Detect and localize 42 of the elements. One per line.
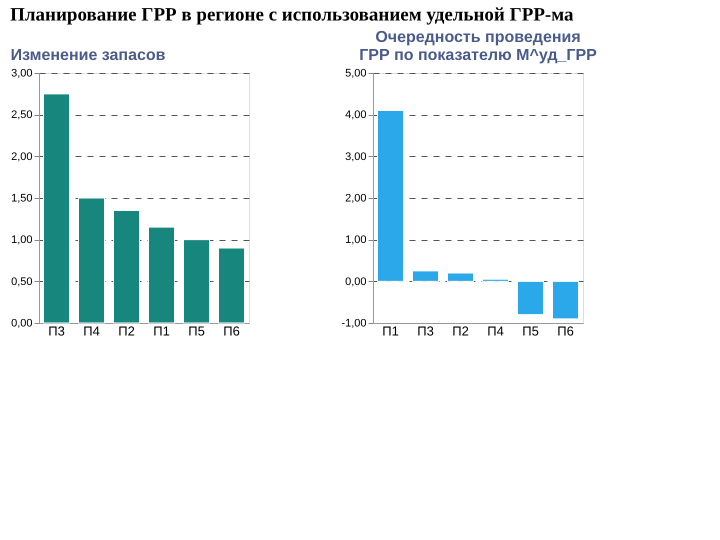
bar <box>377 110 404 282</box>
x-tick-label: П4 <box>83 324 100 338</box>
x-tick-label: П5 <box>188 324 205 338</box>
bar <box>482 278 509 282</box>
y-tick-label: 0,50 <box>11 276 32 288</box>
x-tick-label: П2 <box>118 324 135 338</box>
y-tick-label: 2,00 <box>11 150 32 163</box>
bar <box>517 280 544 316</box>
x-tick-label: П1 <box>153 324 170 338</box>
bar <box>183 239 210 324</box>
chart-subtitle: Изменение запасов <box>10 47 166 64</box>
bar <box>43 93 70 324</box>
x-tick-label: П5 <box>522 324 539 338</box>
y-tick-label: 1,50 <box>11 192 32 204</box>
x-tick-label: П3 <box>417 324 434 338</box>
y-tick-label: 3,00 <box>11 68 32 80</box>
y-tick-label: 1,00 <box>11 234 32 246</box>
y-tick-label: 5,00 <box>345 68 366 80</box>
y-tick-label: 3,00 <box>345 150 366 163</box>
y-tick-label: 2,50 <box>11 109 32 122</box>
y-tick-label: 0,00 <box>345 276 366 288</box>
x-tick-label: П6 <box>557 324 574 338</box>
bar <box>552 280 579 320</box>
x-tick-label: П2 <box>452 324 469 338</box>
text: ГРР по показателю M^уд_ГРР <box>359 47 597 64</box>
y-tick-label: 4,00 <box>345 109 366 122</box>
x-tick-label: П1 <box>382 324 399 338</box>
bar <box>113 210 140 324</box>
y-tick-label: 2,00 <box>345 192 366 204</box>
x-tick-label: П6 <box>223 324 240 338</box>
y-tick-label: 0,00 <box>11 318 32 330</box>
x-tick-label: П4 <box>487 324 504 338</box>
y-tick-label: 1,00 <box>345 234 366 246</box>
bar <box>148 226 175 324</box>
bar <box>412 270 439 282</box>
y-tick-label: -1,00 <box>341 318 366 330</box>
bar <box>218 248 245 324</box>
text: Планирование ГРР в регионе с использованием удельной ГРР-ма <box>10 4 574 26</box>
bar <box>78 198 105 324</box>
bar <box>447 272 474 282</box>
text: Очередность проведения <box>375 29 581 46</box>
x-tick-label: П3 <box>48 324 65 338</box>
